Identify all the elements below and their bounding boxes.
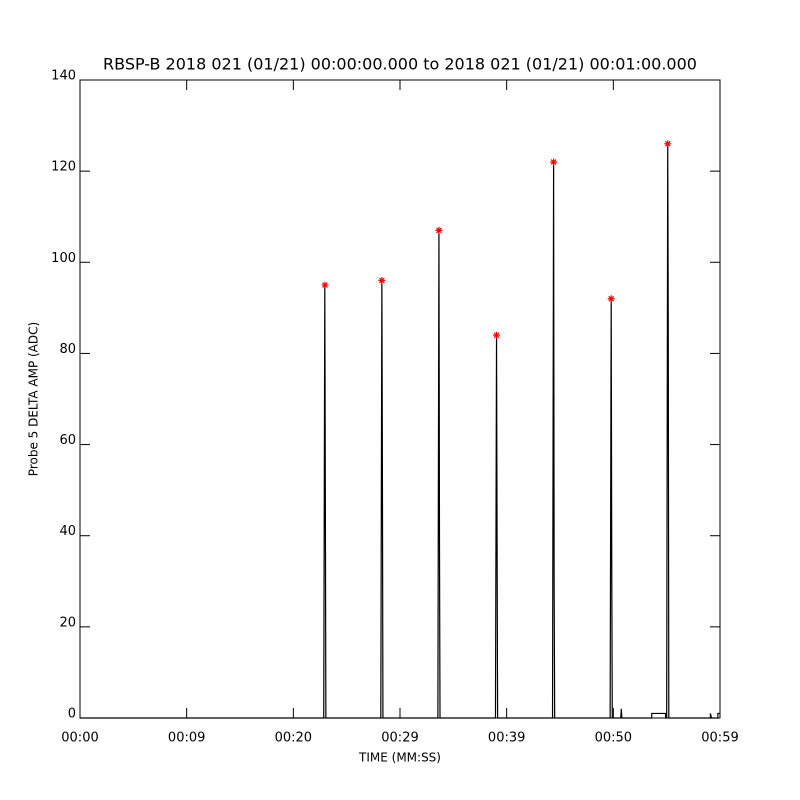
x-tick-label: 00:29: [381, 731, 418, 746]
peak-marker: [378, 277, 386, 285]
peak-marker: [607, 295, 615, 303]
x-tick-label: 00:50: [595, 731, 632, 746]
y-tick-label: 0: [68, 707, 76, 722]
x-tick-label: 00:20: [275, 731, 312, 746]
y-tick-label: 20: [59, 615, 76, 630]
peak-marker: [550, 158, 558, 166]
x-tick-label: 00:09: [168, 731, 205, 746]
y-tick-label: 100: [51, 251, 76, 266]
peak-marker: [493, 331, 501, 339]
x-tick-label: 00:59: [701, 731, 738, 746]
y-tick-label: 80: [59, 342, 76, 357]
chart-title: RBSP-B 2018 021 (01/21) 00:00:00.000 to …: [103, 55, 697, 74]
y-tick-label: 60: [59, 433, 76, 448]
y-tick-label: 40: [59, 524, 76, 539]
y-axis-label: Probe 5 DELTA AMP (ADC): [27, 322, 41, 476]
x-tick-label: 00:39: [488, 731, 525, 746]
y-tick-label: 140: [51, 69, 76, 84]
y-tick-label: 120: [51, 160, 76, 175]
x-axis-label: TIME (MM:SS): [358, 751, 441, 765]
peak-marker: [435, 226, 443, 234]
peak-marker: [321, 281, 329, 289]
data-line: [80, 143, 720, 719]
x-tick-label: 00:00: [61, 731, 98, 746]
peak-marker: [664, 140, 672, 148]
